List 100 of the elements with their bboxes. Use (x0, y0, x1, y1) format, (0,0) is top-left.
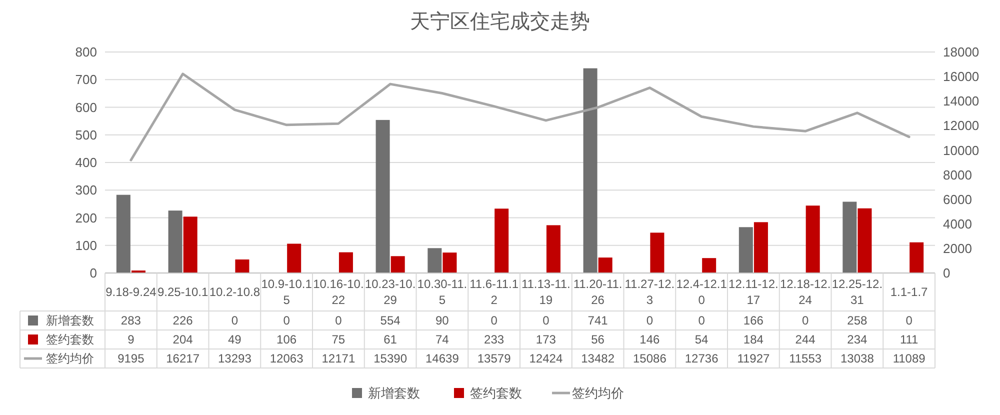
data-label: 554 (380, 314, 401, 328)
data-label: 173 (536, 332, 556, 347)
bar (376, 120, 390, 273)
data-label: 75 (332, 332, 346, 347)
y2-tick-label: 12000 (943, 118, 980, 134)
x-tick-label: 11.6-11.12 (470, 277, 519, 308)
y-tick-label: 100 (75, 238, 97, 253)
y-tick-label: 400 (75, 155, 97, 170)
data-label: 233 (484, 332, 504, 347)
data-label: 90 (436, 314, 450, 328)
data-label: 0 (490, 314, 498, 328)
data-label: 14639 (426, 352, 460, 366)
data-label: 146 (640, 332, 660, 347)
y-tick-label: 500 (75, 127, 97, 142)
y2-tick-label: 16000 (943, 69, 980, 84)
data-label: 12171 (322, 352, 356, 366)
y2-tick-label: 2000 (943, 240, 972, 256)
data-label: 111 (900, 332, 919, 347)
x-tick-label: 10.30-11.5 (417, 277, 468, 308)
y-tick-label: 0 (90, 266, 97, 281)
bar (806, 206, 820, 273)
data-label: 56 (591, 332, 605, 347)
data-label: 0 (335, 314, 342, 328)
y-tick-label: 300 (75, 182, 97, 198)
data-label: 11553 (789, 352, 822, 366)
bar (546, 225, 560, 273)
data-label: 13482 (581, 352, 615, 366)
x-tick-label: 1.1-1.7 (890, 285, 928, 300)
x-tick-label: 11.13-11.19 (521, 277, 570, 308)
data-label: 12063 (270, 352, 304, 366)
bar (287, 244, 302, 273)
data-label: 226 (172, 314, 194, 328)
bar (168, 210, 182, 273)
bar (428, 248, 442, 273)
chart-title: 天宁区住宅成交走势 (410, 9, 590, 33)
data-label: 15390 (374, 352, 408, 366)
x-tick-label: 11.27-12.3 (624, 277, 675, 308)
data-label: 16217 (166, 352, 200, 366)
y2-tick-label: 18000 (943, 44, 980, 60)
data-label: 0 (542, 314, 550, 328)
data-label: 0 (646, 314, 654, 328)
y2-tick-label: 4000 (943, 216, 972, 232)
data-label: 184 (743, 332, 764, 347)
bar (702, 258, 716, 273)
data-label: 258 (847, 314, 868, 328)
x-tick-label: 9.18-9.24 (106, 285, 157, 300)
bar (338, 252, 353, 273)
data-label: 166 (743, 314, 764, 328)
data-label: 234 (847, 332, 868, 347)
data-label: 12424 (529, 352, 563, 366)
text: 签约均价 (572, 386, 624, 401)
y2-tick-label: 10000 (943, 142, 980, 158)
legend-label: 新增套数 (46, 314, 94, 328)
y2-tick-label: 8000 (943, 167, 972, 182)
data-label: 15086 (633, 352, 667, 366)
data-label: 0 (231, 314, 238, 328)
x-tick-label: 10.23-10.29 (364, 277, 416, 308)
legend-label: 签约均价 (46, 352, 94, 366)
bar (650, 232, 664, 273)
text: 签约套数 (470, 386, 522, 401)
data-label: 54 (694, 332, 709, 347)
data-label: 0 (698, 314, 706, 328)
data-label: 12736 (684, 352, 719, 366)
data-label: 0 (283, 314, 290, 328)
bar (494, 208, 509, 273)
y-tick-label: 600 (75, 100, 97, 115)
x-tick-label: 10.2-10.8 (209, 285, 260, 300)
y-tick-label: 700 (75, 72, 97, 88)
data-label: 741 (588, 314, 608, 328)
data-label: 0 (802, 314, 809, 328)
data-label: 244 (795, 332, 816, 347)
x-tick-label: 10.9-10.15 (261, 277, 312, 308)
y2-tick-label: 6000 (943, 192, 972, 207)
bar (583, 68, 598, 273)
x-tick-label: 12.4-12.10 (676, 277, 728, 308)
data-label: 13038 (840, 352, 874, 366)
x-tick-label: 12.25-12.31 (832, 277, 883, 308)
data-label: 13579 (477, 352, 512, 366)
data-label: 9 (128, 332, 135, 347)
y-tick-label: 800 (75, 44, 97, 60)
x-tick-label: 11.20-11.26 (573, 277, 622, 308)
x-tick-label: 12.11-12.17 (728, 277, 778, 308)
line-series (130, 72, 910, 162)
legend-label: 签约套数 (46, 332, 94, 347)
data-label: 9195 (118, 352, 145, 366)
x-tick-label: 12.18-12.24 (780, 277, 831, 308)
data-label: 0 (906, 314, 913, 328)
bar (442, 252, 457, 273)
data-label: 49 (228, 332, 242, 347)
bar (235, 259, 250, 273)
data-label: 11927 (737, 352, 770, 366)
bar (116, 194, 130, 273)
data-label: 283 (120, 314, 142, 328)
text: 新增套数 (368, 386, 420, 401)
bar (858, 208, 872, 273)
y-tick-label: 200 (75, 210, 97, 226)
data-label: 11089 (892, 352, 926, 366)
y2-tick-label: 0 (943, 266, 950, 281)
x-tick-label: 9.25-10.1 (157, 285, 208, 300)
x-tick-label: 10.16-10.22 (313, 277, 364, 308)
